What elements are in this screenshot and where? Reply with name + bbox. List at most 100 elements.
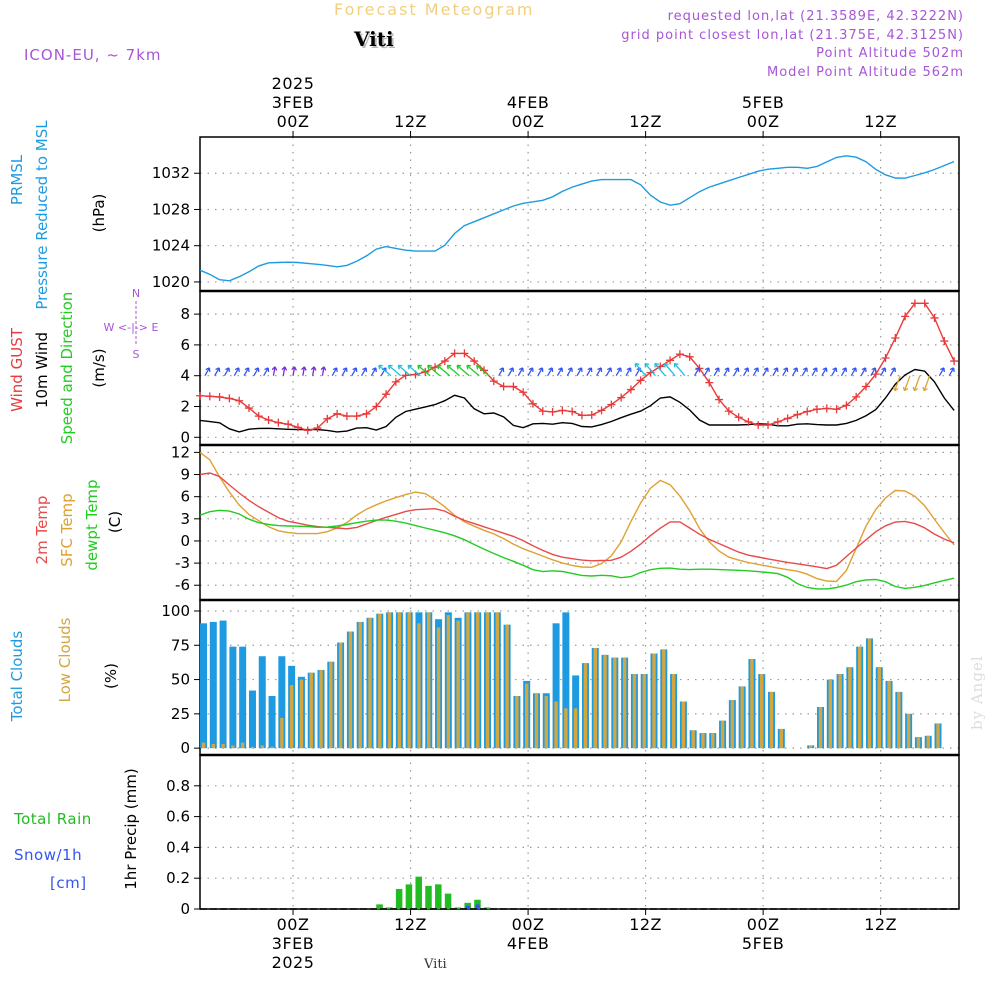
model-name: ICON-EU, ~ 7km [24,46,162,64]
compass-south: S [133,348,140,361]
top-time-label: 2025 [272,74,315,93]
sfc-temp-line [199,451,955,583]
low-cloud-bar [358,621,362,749]
low-cloud-bar [711,733,715,749]
wind-arrowhead [378,364,383,370]
gust-marker [597,406,606,415]
low-cloud-bar [926,735,930,749]
wind-arrowhead [254,367,260,372]
rain-bar [444,893,452,909]
gust-marker [382,390,391,399]
y-tick-label: 6 [180,336,190,354]
top-time-label: 00Z [512,112,545,131]
wind-arrowhead [695,367,701,372]
wind-arrowhead [271,366,278,371]
low-cloud-bar [289,685,294,749]
wind-arrowhead [734,367,740,372]
wind-arrowhead [264,367,270,372]
wind-arrowhead [234,367,240,372]
wind-arrow [204,367,210,377]
y-tick-label: 0 [180,900,190,918]
low-cloud-bar [211,744,215,749]
wind-arrow [388,364,402,377]
gust-marker [342,412,351,421]
wind-arrowhead [244,367,250,372]
low-cloud-bar [329,661,333,749]
panel-frame [199,444,960,601]
wind-arrowhead [891,367,897,372]
gust-marker [901,312,910,321]
gust-marker [812,405,821,414]
wind-arrow [762,367,769,377]
low-cloud-bar [916,737,921,749]
chart-title: Forecast Meteogram [334,0,535,19]
panel-frame [199,136,960,292]
wind-arrowhead [205,367,211,372]
wind-arrow [272,366,276,376]
t2m-label: 2m Temp [33,496,51,565]
wind-arrow [456,364,470,377]
gust-marker [852,392,861,401]
wind-arrow [302,366,306,376]
wind-arrowhead [851,367,857,372]
top-time-label: 12Z [394,112,427,131]
gust-marker [480,366,489,375]
rain-bar [376,904,383,909]
gust-marker [773,417,782,426]
bottom-time-label: 00Z [747,915,780,934]
y-tick-label: 3 [180,510,190,528]
wind-arrow [903,375,911,391]
wind-arrow [331,367,338,377]
wind-arrowhead [587,367,593,372]
wind-arrow [427,364,441,377]
wind-arrowhead [793,367,799,372]
wind-arrowhead [215,367,221,372]
pressure-label-long: Pressure Reduced to MSL [33,120,51,310]
rain-label: Total Rain [13,810,92,828]
temp-2m-line [199,472,955,570]
wind-arrowhead [832,367,838,372]
y-tick-label: 0 [180,428,190,446]
gust-marker [558,406,567,415]
wind-arrowhead [352,367,358,372]
rain-bar [454,907,462,909]
total-cloud-bar [248,690,256,749]
wind-arrow [664,363,676,377]
total-cloud-bar [278,656,286,749]
bottom-time-label: 3FEB [272,934,314,953]
low-cloud-bar [779,728,784,749]
wind-arrowhead [387,364,393,370]
wind-arrowhead [407,364,413,370]
rain-bar [405,884,413,909]
gust-marker [675,350,684,359]
low-clouds-label: Low Clouds [56,617,74,702]
total-clouds-label: Total Clouds [8,631,26,723]
wind-arrow [417,364,431,377]
gust-marker [568,407,577,416]
wind-arrowhead [577,367,583,372]
wind-arrow [476,364,490,377]
wind-arrow [703,367,710,377]
wind-arrow [811,367,818,377]
gust-marker [861,382,870,391]
wind-arrow [566,367,573,377]
wind-arrowhead [332,367,338,372]
wind-arrowhead [417,364,422,370]
compass-north: N [132,287,140,300]
gust-marker [352,412,361,421]
y-tick-label: 8 [180,305,190,323]
gust-marker [235,396,244,405]
low-cloud-bar [681,701,686,749]
wind-arrowhead [371,367,377,372]
wind-arrow [889,367,896,377]
gust-marker [764,420,773,429]
gust-marker [499,382,508,391]
gust-marker [685,352,694,361]
wind-label: 10m Wind [33,332,51,408]
wind-arrowhead [654,362,659,368]
wind-arrow [370,367,377,377]
low-cloud-bar [554,701,558,749]
wind-arrow [351,367,357,377]
low-cloud-bar [877,667,881,749]
